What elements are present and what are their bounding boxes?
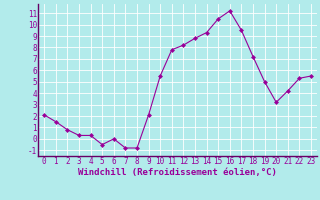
X-axis label: Windchill (Refroidissement éolien,°C): Windchill (Refroidissement éolien,°C) — [78, 168, 277, 177]
